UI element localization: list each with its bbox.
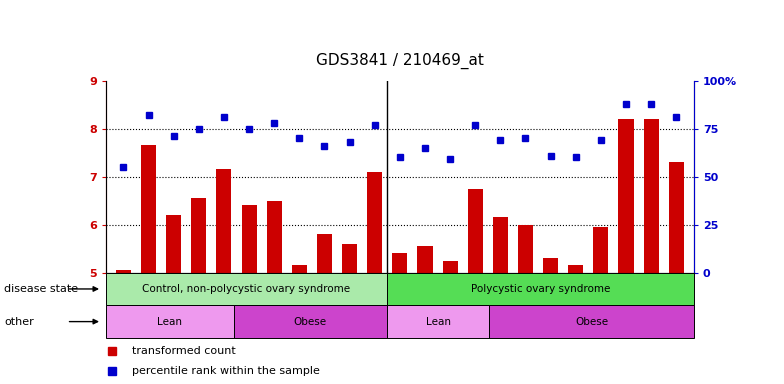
- Text: Lean: Lean: [158, 316, 182, 327]
- Bar: [106, 273, 387, 305]
- Bar: [493, 217, 508, 273]
- Bar: [241, 205, 256, 273]
- Bar: [106, 305, 234, 338]
- Bar: [292, 265, 307, 273]
- Bar: [387, 273, 694, 305]
- Bar: [518, 225, 533, 273]
- Bar: [593, 227, 608, 273]
- Bar: [543, 258, 558, 273]
- Bar: [392, 253, 408, 273]
- Bar: [216, 169, 231, 273]
- Bar: [568, 265, 583, 273]
- Text: disease state: disease state: [4, 284, 78, 294]
- Bar: [116, 270, 131, 273]
- Text: percentile rank within the sample: percentile rank within the sample: [132, 366, 320, 376]
- Bar: [367, 172, 383, 273]
- Bar: [342, 244, 358, 273]
- Text: Obese: Obese: [575, 316, 608, 327]
- Bar: [619, 119, 633, 273]
- Bar: [644, 119, 659, 273]
- Bar: [191, 198, 206, 273]
- Text: other: other: [4, 316, 34, 327]
- Text: Lean: Lean: [426, 316, 451, 327]
- Text: Obese: Obese: [294, 316, 327, 327]
- Bar: [234, 305, 387, 338]
- Bar: [387, 305, 489, 338]
- Text: transformed count: transformed count: [132, 346, 236, 356]
- Bar: [267, 200, 281, 273]
- Bar: [669, 162, 684, 273]
- Bar: [417, 246, 433, 273]
- Bar: [166, 215, 181, 273]
- Text: Control, non-polycystic ovary syndrome: Control, non-polycystic ovary syndrome: [143, 284, 350, 294]
- Bar: [468, 189, 483, 273]
- Text: GDS3841 / 210469_at: GDS3841 / 210469_at: [316, 53, 484, 69]
- Bar: [317, 234, 332, 273]
- Bar: [141, 146, 156, 273]
- Text: Polycystic ovary syndrome: Polycystic ovary syndrome: [470, 284, 610, 294]
- Bar: [489, 305, 694, 338]
- Bar: [442, 261, 458, 273]
